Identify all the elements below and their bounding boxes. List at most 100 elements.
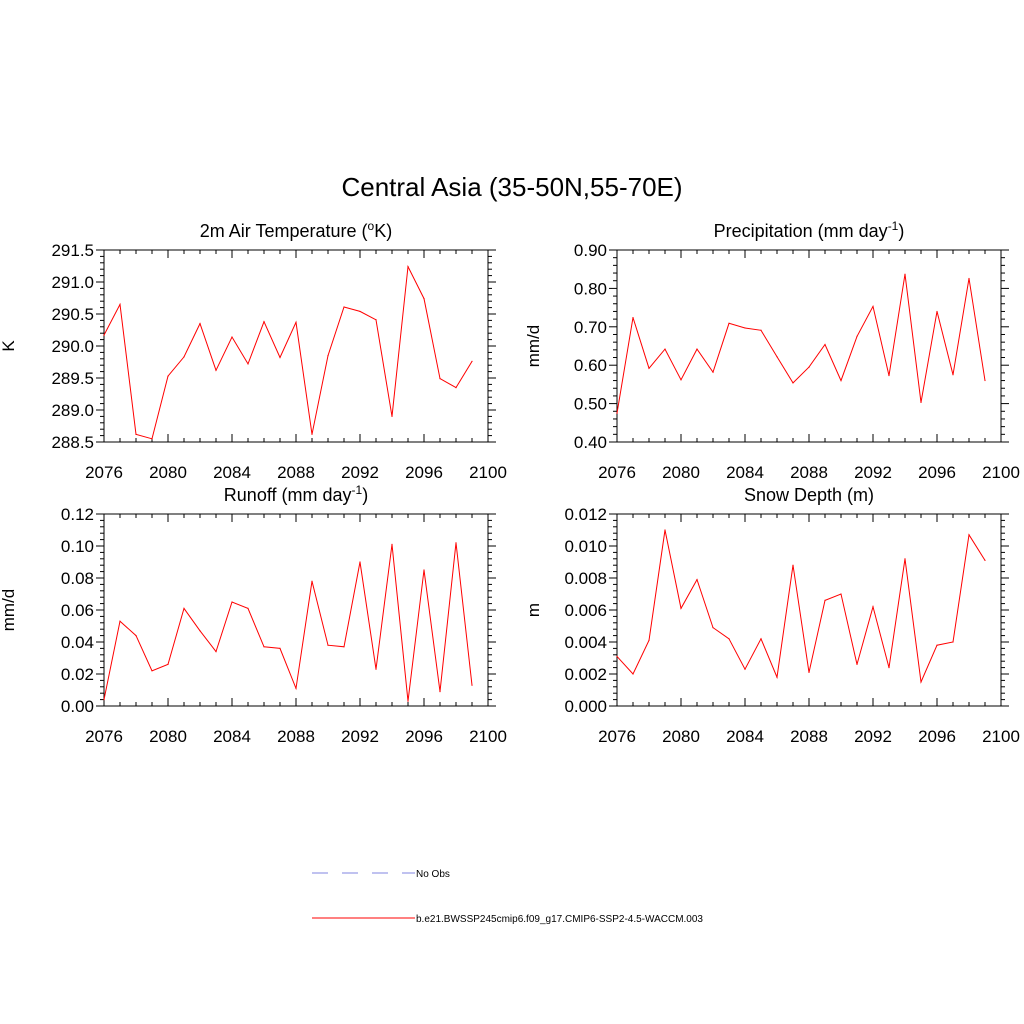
temp-ytick-label: 288.5 [51,433,94,452]
runoff-data-point [295,687,297,690]
precip-ylabel: mm/d [524,325,543,368]
precip-title-main: Precipitation (mm day [714,221,888,241]
precip-ytick-label: 0.90 [574,241,607,260]
snow-data-point [744,668,746,670]
precip-data-point [760,329,762,331]
temp-ytick-label: 289.0 [51,401,94,420]
runoff-xtick-label: 2100 [469,727,507,746]
precip-data-point [904,273,906,275]
precip-xtick-label: 2096 [918,463,956,482]
runoff-xtick-label: 2076 [85,727,123,746]
temp-data-point [151,438,153,440]
precip-ytick-label: 0.80 [574,279,607,298]
snow-title: Snow Depth (m) [744,485,874,505]
temp-series-line [103,264,473,440]
runoff-xtick-label: 2092 [341,727,379,746]
snow-plot-frame [616,513,1002,707]
snow-xtick-label: 2076 [598,727,636,746]
runoff-data-point [471,684,473,686]
temp-ytick-label: 290.5 [51,305,94,324]
panel-precip: 2076 2080 2084 2088 2092 2096 2100 0.40 0.50 0.60… [524,219,1020,482]
precip-data-point [728,322,730,324]
snow-ytick-label: 0.006 [564,601,607,620]
temp-title-sup: o [368,219,375,233]
precip-title-tail: ) [898,221,904,241]
precip-ytick-label: 0.60 [574,356,607,375]
precip-data-point [696,348,698,350]
precip-data-point [808,366,810,368]
precip-data-point [664,348,666,350]
temp-data-point [391,415,393,417]
runoff-title: Runoff (mm day-1) [224,483,368,505]
temp-data-point [455,387,457,389]
runoff-data-point [359,561,361,563]
snow-data-point [632,673,634,675]
precip-xtick-label: 2084 [726,463,764,482]
precip-data-point [920,401,922,404]
temp-title-main: 2m Air Temperature ( [200,221,368,241]
snow-data-point [808,671,810,674]
temp-title-tail: K) [374,221,392,241]
precip-xtick-label: 2076 [598,463,636,482]
runoff-data-point [391,543,393,546]
snow-xtick-label: 2100 [982,727,1020,746]
runoff-title-tail: ) [362,485,368,505]
temp-data-point [199,323,201,325]
temp-data-point [215,369,217,371]
precip-title: Precipitation (mm day-1) [714,219,905,241]
runoff-ylabel: mm/d [0,589,18,632]
runoff-xtick-label: 2096 [405,727,443,746]
runoff-ytick-label: 0.12 [61,505,94,524]
runoff-ytick-label: 0.10 [61,537,94,556]
precip-data-point [744,327,746,329]
temp-data-point [247,363,249,365]
precip-xtick-label: 2100 [982,463,1020,482]
snow-xtick-label: 2092 [854,727,892,746]
snow-data-point [936,644,938,646]
temp-data-point [135,433,137,435]
runoff-title-sup: -1 [352,483,363,497]
precip-title-sup: -1 [888,219,899,233]
temp-data-point [343,306,345,308]
runoff-data-point [183,607,185,610]
runoff-data-point [311,580,313,582]
runoff-data-point [343,646,345,648]
precip-data-point [648,367,650,369]
runoff-data-point [151,670,153,672]
temp-data-point [327,355,329,357]
temp-data-point [311,433,313,435]
precip-ytick-label: 0.40 [574,433,607,452]
snow-xtick-label: 2096 [918,727,956,746]
temp-ytick-label: 291.5 [51,241,94,260]
temp-xtick-label: 2080 [149,463,187,482]
runoff-data-point [103,699,105,701]
snow-data-point [984,559,986,562]
precip-ytick-label: 0.50 [574,395,607,414]
legend-model-label: b.e21.BWSSP245cmip6.f09_g17.CMIP6-SSP2-4… [416,914,703,925]
precip-data-point [616,412,618,414]
snow-data-point [664,529,666,531]
precip-data-point [680,379,682,381]
temp-data-point [423,298,425,300]
snow-data-point [696,579,698,581]
temp-data-point [375,319,377,321]
precip-data-point [872,305,874,308]
temp-xtick-label: 2096 [405,463,443,482]
snow-ytick-label: 0.002 [564,665,607,684]
runoff-series-line [103,542,473,702]
snow-xtick-label: 2084 [726,727,764,746]
snow-data-point [904,558,906,560]
snow-ytick-label: 0.004 [564,633,607,652]
snow-data-point [840,593,842,595]
runoff-xtick-label: 2084 [213,727,251,746]
temp-data-point [359,310,361,313]
snow-ylabel: m [524,603,543,617]
snow-data-point [824,599,826,602]
runoff-data-point [407,700,409,702]
temp-data-point [263,321,265,323]
precip-data-point [984,379,986,382]
runoff-data-point [215,651,217,653]
temp-data-point [167,375,169,377]
snow-data-point [968,534,970,536]
precip-data-point [952,374,954,376]
